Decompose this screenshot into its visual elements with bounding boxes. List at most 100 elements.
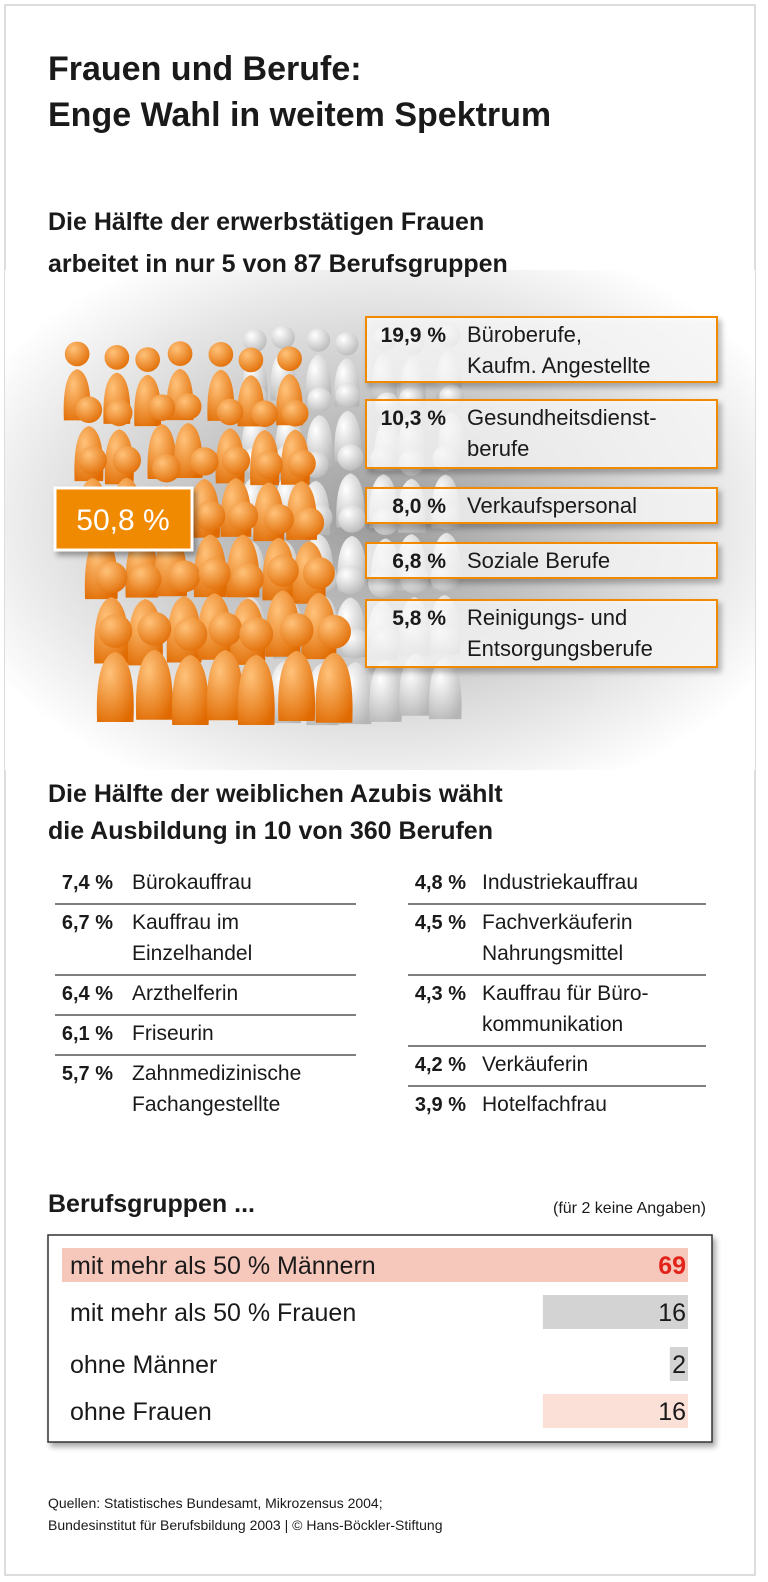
item-box	[365, 316, 718, 383]
list-label: kommunikation	[482, 1013, 623, 1036]
figure	[206, 612, 244, 721]
bar	[542, 1394, 688, 1428]
list-share: 4,3 %	[415, 983, 466, 1005]
figure	[96, 614, 134, 723]
list-label: Fachverkäuferin	[482, 911, 633, 934]
list-label: Hotelfachfrau	[482, 1093, 607, 1116]
list-share: 4,5 %	[415, 912, 466, 934]
list-label: Verkäuferin	[482, 1053, 588, 1076]
row-label: mit mehr als 50 % Männern	[70, 1252, 376, 1280]
list-label: Bürokauffrau	[132, 871, 252, 894]
item-share: 19,9 %	[381, 324, 447, 347]
row-value: 16	[658, 1398, 686, 1426]
figure-head	[279, 613, 314, 647]
list-share: 6,7 %	[62, 912, 113, 934]
figure	[292, 507, 326, 604]
figure-head	[239, 617, 274, 651]
list-label: Nahrungsmittel	[482, 942, 623, 965]
section-heading: Die Hälfte der erwerbstätigen Frauen	[48, 208, 484, 236]
figure-head	[243, 328, 267, 353]
row-label: ohne Frauen	[70, 1398, 212, 1426]
figure-head	[307, 387, 332, 413]
section-heading: die Ausbildung in 10 von 360 Berufen	[48, 817, 493, 845]
item-share: 5,8 %	[392, 607, 446, 630]
list-label: Kauffrau für Büro-	[482, 982, 649, 1005]
figure-head	[64, 341, 90, 367]
list-share: 4,8 %	[415, 872, 466, 894]
footer-line: Bundesinstitut für Berufsbildung 2003 | …	[48, 1517, 443, 1533]
item-box	[365, 399, 718, 469]
figure-head	[168, 560, 201, 593]
figure	[94, 561, 130, 664]
figure-head	[302, 557, 335, 590]
figure	[135, 611, 173, 720]
section-heading: arbeitet in nur 5 von 87 Berufsgruppen	[48, 250, 508, 278]
list-share: 3,9 %	[415, 1094, 466, 1116]
list-share: 6,4 %	[62, 983, 113, 1005]
item-label: Entsorgungsberufe	[467, 636, 653, 661]
figure-head	[75, 396, 103, 423]
figure-head	[287, 449, 316, 478]
item-label: Reinigungs- und	[467, 605, 627, 630]
figure-head	[129, 563, 162, 596]
figure-head	[221, 446, 251, 475]
figure-head	[105, 399, 133, 427]
list-label: Arzthelferin	[132, 982, 238, 1005]
row-label: mit mehr als 50 % Frauen	[70, 1299, 356, 1327]
item-share: 10,3 %	[381, 407, 447, 430]
figure-body	[96, 651, 134, 723]
figure-body	[206, 650, 244, 721]
figure-head	[277, 346, 302, 372]
item-label: Gesundheitsdienst-	[467, 405, 657, 430]
row-value: 69	[658, 1252, 686, 1280]
figure-head	[216, 398, 244, 426]
figure-body	[237, 654, 275, 725]
figure	[278, 613, 316, 721]
section-heading: Berufsgruppen ...	[48, 1190, 255, 1218]
figure-body	[135, 649, 173, 720]
figure-head	[195, 500, 226, 531]
figure-head	[78, 446, 107, 475]
figure-head	[173, 617, 208, 651]
figure-head	[190, 447, 219, 476]
item-box	[365, 487, 718, 524]
list-label: Zahnmedizinische	[132, 1062, 301, 1085]
figure-head	[317, 614, 351, 649]
footer-line: Quellen: Statistisches Bundesamt, Mikroz…	[48, 1495, 383, 1511]
figure-head	[174, 393, 202, 420]
item-label: Verkaufspersonal	[467, 493, 637, 518]
item-label: Soziale Berufe	[467, 548, 610, 573]
row-value: 2	[672, 1351, 686, 1379]
list-label: Kauffrau im	[132, 911, 239, 934]
total-box	[53, 486, 194, 552]
figure	[237, 617, 275, 725]
list-label: Friseurin	[132, 1022, 214, 1045]
figure-head	[167, 341, 193, 366]
figure-head	[238, 347, 264, 373]
item-label: berufe	[467, 436, 529, 461]
figure-head	[251, 400, 278, 427]
bar	[542, 1295, 688, 1329]
list-label: Einzelhandel	[132, 942, 252, 965]
section-heading: Die Hälfte der weiblichen Azubis wählt	[48, 780, 503, 808]
note: (für 2 keine Angaben)	[553, 1200, 706, 1217]
title: Frauen und Berufe:	[48, 50, 362, 88]
figure-head	[152, 454, 181, 483]
figure-head	[335, 383, 361, 408]
figure-body	[399, 653, 432, 716]
figure-head	[271, 325, 295, 350]
total-value: 50,8 %	[76, 504, 169, 537]
item-share: 6,8 %	[392, 550, 446, 573]
figure-body	[171, 654, 209, 726]
figure-head	[282, 400, 309, 427]
figure-head	[294, 507, 325, 538]
figure-head	[208, 342, 234, 367]
bar	[669, 1347, 688, 1381]
row-value: 16	[658, 1299, 686, 1327]
figure-head	[198, 557, 231, 590]
item-box	[365, 599, 718, 668]
list-share: 4,2 %	[415, 1054, 466, 1076]
content: Frauen und Berufe: Enge Wahl in weitem Sp…	[47, 50, 718, 1533]
figure-body	[369, 659, 402, 722]
